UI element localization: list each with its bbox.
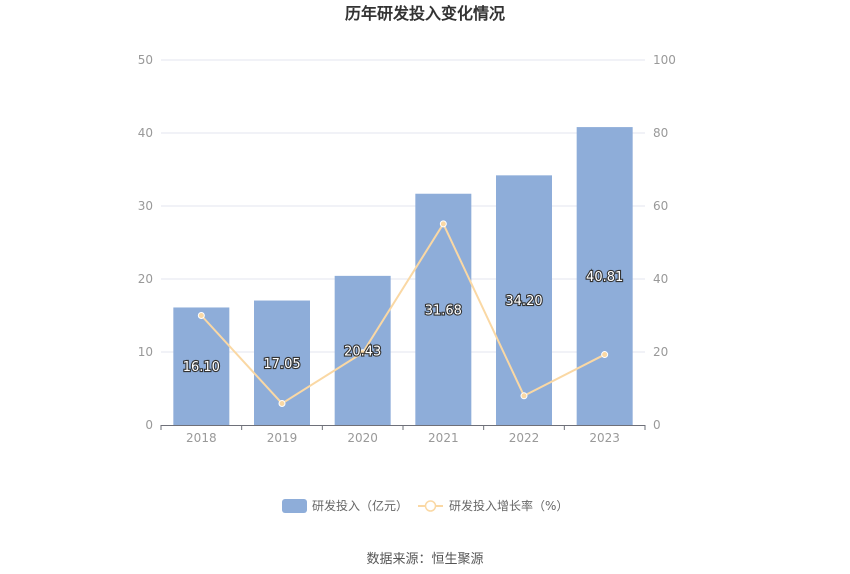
bar-value-label: 31.68 — [425, 303, 462, 318]
growth-point — [439, 220, 447, 228]
legend-bar-label: 研发投入（亿元） — [312, 498, 408, 513]
y-left-tick-label: 50 — [138, 53, 153, 67]
line-series — [197, 220, 609, 407]
y-right-tick-label: 0 — [653, 418, 661, 432]
bar-value-label: 17.05 — [263, 357, 300, 372]
x-tick-label: 2019 — [267, 431, 298, 445]
legend-bar-swatch — [282, 499, 307, 513]
legend-line-label: 研发投入增长率（%） — [449, 498, 568, 513]
x-tick-label: 2021 — [428, 431, 459, 445]
y-left-tick-label: 30 — [138, 199, 153, 213]
y-right-tick-label: 100 — [653, 53, 676, 67]
x-axis: 2018 2019 2020 2021 2022 2023 — [160, 425, 646, 445]
y-right-tick-label: 20 — [653, 345, 668, 359]
bar — [415, 193, 472, 425]
bar-series — [173, 127, 633, 425]
bar — [173, 307, 230, 425]
x-tick-label: 2023 — [589, 431, 620, 445]
y-left-tick-label: 0 — [145, 418, 153, 432]
legend: 研发投入（亿元） 研发投入增长率（%） — [282, 498, 568, 513]
x-tick-label: 2022 — [509, 431, 540, 445]
bar-data-labels: 16.10 17.05 20.43 31.68 34.20 40.81 — [182, 269, 625, 376]
right-axis: 0 20 40 60 80 100 — [653, 53, 676, 432]
bar-value-label: 16.10 — [183, 360, 220, 375]
growth-point — [359, 349, 367, 357]
legend-line-marker — [424, 500, 437, 512]
x-tick-label: 2020 — [347, 431, 378, 445]
growth-point — [520, 392, 528, 400]
growth-line — [200, 221, 606, 405]
bar — [576, 127, 633, 425]
bar-value-label: 34.20 — [505, 294, 542, 309]
x-tick-label: 2018 — [186, 431, 217, 445]
grid — [161, 59, 645, 353]
bar — [496, 175, 552, 425]
growth-point — [278, 399, 286, 407]
y-left-tick-label: 10 — [138, 345, 153, 359]
growth-point — [197, 312, 205, 319]
y-left-tick-label: 20 — [138, 272, 153, 286]
y-left-tick-label: 40 — [138, 126, 153, 140]
growth-point — [601, 351, 609, 359]
left-axis: 0 10 20 30 40 50 — [138, 53, 153, 432]
y-right-tick-label: 40 — [653, 272, 668, 286]
bar-value-label: 40.81 — [586, 270, 623, 285]
y-right-tick-label: 80 — [653, 126, 668, 140]
source-note: 数据来源：恒生聚源 — [366, 552, 483, 567]
chart-title: 历年研发投入变化情况 — [345, 4, 505, 23]
y-right-tick-label: 60 — [653, 199, 668, 213]
bar-value-label: 20.43 — [344, 344, 381, 359]
